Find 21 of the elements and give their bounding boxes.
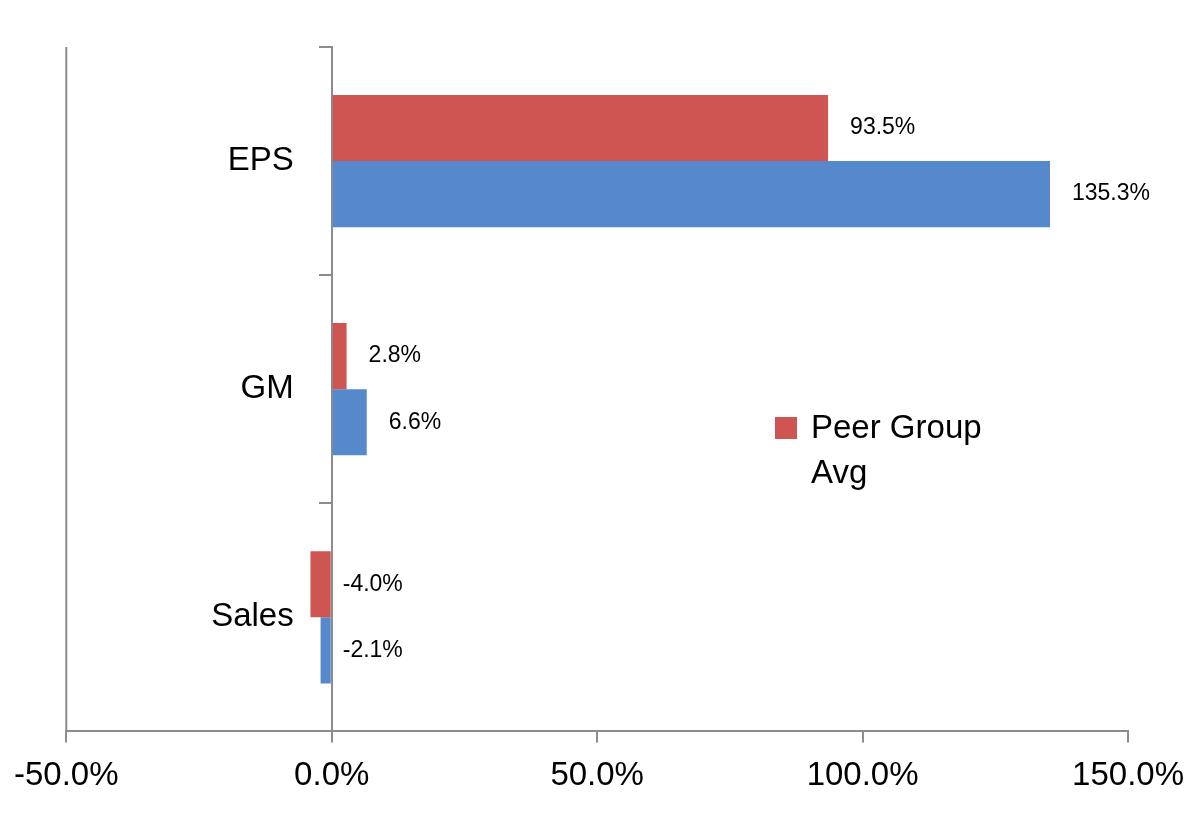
bar bbox=[310, 551, 331, 618]
data-label: 93.5% bbox=[850, 113, 916, 140]
data-label: 135.3% bbox=[1072, 179, 1151, 206]
y-tick-label: GM bbox=[240, 368, 294, 406]
x-tick-label: 150.0% bbox=[1072, 755, 1185, 793]
y-tick-label: EPS bbox=[227, 140, 294, 178]
data-label: -4.0% bbox=[342, 569, 403, 596]
bar bbox=[332, 323, 347, 390]
bar bbox=[320, 617, 331, 684]
data-label: 2.8% bbox=[368, 341, 422, 368]
x-tick-label: -50.0% bbox=[14, 755, 119, 793]
bar bbox=[332, 161, 1050, 228]
x-tick-label: 100.0% bbox=[806, 755, 919, 793]
legend-label: Peer Group Avg bbox=[811, 407, 983, 492]
bar bbox=[332, 94, 829, 162]
x-tick-label: 50.0% bbox=[550, 755, 644, 793]
x-tick-label: 0.0% bbox=[294, 755, 370, 793]
bar bbox=[332, 389, 367, 456]
data-label: 6.6% bbox=[388, 407, 442, 434]
data-label: -2.1% bbox=[342, 635, 403, 662]
y-tick-label: Sales bbox=[211, 596, 294, 634]
